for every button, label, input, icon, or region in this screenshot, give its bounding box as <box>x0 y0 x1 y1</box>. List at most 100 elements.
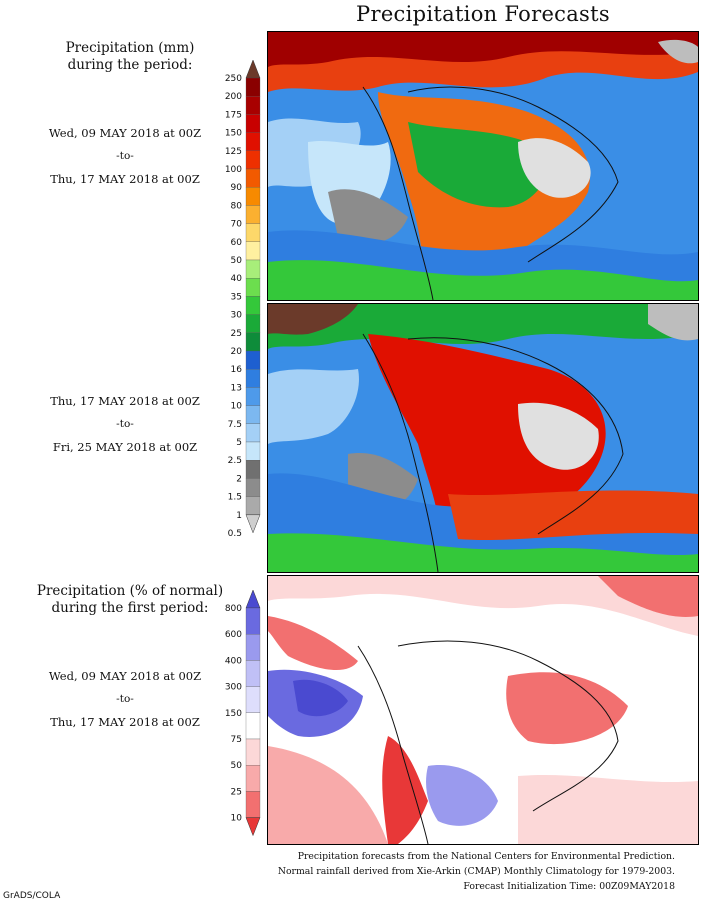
precip-colorbar-swatch <box>245 350 261 370</box>
percent-normal-heading-line1: Precipitation (% of normal) <box>36 583 224 599</box>
precip-colorbar-swatch <box>245 205 261 224</box>
precip-colorbar-tick-label: 125 <box>225 147 242 157</box>
percent-colorbar-tick-label: 800 <box>225 604 242 614</box>
percent-colorbar-swatch <box>245 712 261 740</box>
precip-colorbar-tick-label: 100 <box>225 165 242 175</box>
precip-colorbar-tick-label: 35 <box>231 292 242 302</box>
precip-colorbar-swatch <box>245 223 261 242</box>
period1-end: Thu, 17 MAY 2018 at 00Z <box>50 172 200 186</box>
precip-colorbar-tick-label: 200 <box>225 92 242 102</box>
period3-start: Wed, 09 MAY 2018 at 00Z <box>48 669 202 683</box>
precip-colorbar-tick-label: 40 <box>231 274 243 284</box>
precip-colorbar-tick-label: 5 <box>236 438 242 448</box>
precip-colorbar-swatch <box>245 496 261 515</box>
precip-colorbar-swatch <box>245 96 261 115</box>
precip-colorbar-arrow-top <box>245 59 261 79</box>
precip-colorbar-swatch <box>245 423 261 443</box>
percent-colorbar-tick-label: 150 <box>225 709 242 719</box>
period1-start: Wed, 09 MAY 2018 at 00Z <box>48 126 202 140</box>
period2-to: -to- <box>116 418 134 430</box>
precip-colorbar-tick-label: 70 <box>231 220 243 230</box>
precip-colorbar-tick-label: 90 <box>231 183 243 193</box>
precip-mm-heading: Precipitation (mm) during the period: <box>20 40 240 74</box>
precip-map-period2 <box>268 304 698 572</box>
precip-colorbar-tick-label: 25 <box>231 329 242 339</box>
precip-colorbar-swatch <box>245 460 261 479</box>
precip-colorbar-tick-label: 1 <box>236 511 242 521</box>
precip-colorbar-tick-label: 30 <box>231 311 243 321</box>
percent-colorbar-swatch <box>245 686 261 713</box>
percent-colorbar-swatch <box>245 634 261 661</box>
percent-normal-heading: Precipitation (% of normal) during the f… <box>20 583 240 617</box>
percent-colorbar-tick-label: 400 <box>225 656 242 666</box>
precip-colorbar-tick-label: 1.5 <box>228 493 242 503</box>
map-panel-percent <box>267 575 699 845</box>
precip-colorbar-tick-label: 60 <box>231 238 243 248</box>
percent-colorbar-swatch <box>245 738 261 766</box>
map-panel-period2 <box>267 303 699 573</box>
precip-colorbar-swatch <box>245 387 261 406</box>
precip-colorbar-tick-label: 150 <box>225 129 242 139</box>
precip-colorbar-tick-label: 16 <box>231 365 243 375</box>
precip-colorbar-swatch <box>245 314 261 333</box>
percent-colorbar-arrow-bottom <box>245 817 261 837</box>
precip-colorbar-swatch <box>245 278 261 297</box>
precip-colorbar-swatch <box>245 77 261 97</box>
precip-colorbar-tick-label: 50 <box>231 256 243 266</box>
precip-colorbar-tick-label: 10 <box>231 402 243 412</box>
percent-colorbar-swatch <box>245 607 261 635</box>
footer-notes: Precipitation forecasts from the Nationa… <box>235 849 675 894</box>
precip-colorbar-swatch <box>245 478 261 497</box>
precip-mm-heading-line2: during the period: <box>67 57 193 73</box>
percent-colorbar-tick-label: 25 <box>231 787 242 797</box>
percent-colorbar-swatch <box>245 660 261 687</box>
percent-colorbar-arrow-top <box>245 589 261 609</box>
map-panel-period1 <box>267 31 699 301</box>
period1-to: -to- <box>116 150 134 162</box>
precip-colorbar-tick-label: 175 <box>225 110 242 120</box>
percent-colorbar-tick-label: 300 <box>225 683 242 693</box>
percent-colorbar-tick-label: 75 <box>231 735 242 745</box>
precip-colorbar-swatch <box>245 241 261 261</box>
percent-colorbar-graphic: 800600400300150755025105 <box>225 589 261 850</box>
percent-colorbar-tick-label: 600 <box>225 630 242 640</box>
footer-line3: Forecast Initialization Time: 00Z09MAY20… <box>463 881 675 892</box>
precip-colorbar-swatch <box>245 168 261 188</box>
precip-colorbar-swatch <box>245 132 261 151</box>
percent-colorbar: 800600400300150755025105 <box>210 588 270 850</box>
period2-end: Fri, 25 MAY 2018 at 00Z <box>52 440 198 454</box>
percent-normal-map <box>268 576 698 844</box>
period1-dates: Wed, 09 MAY 2018 at 00Z -to- Thu, 17 MAY… <box>30 126 220 186</box>
precip-colorbar-tick-label: 0.5 <box>228 529 242 539</box>
percent-colorbar-swatch <box>245 765 261 792</box>
period2-dates: Thu, 17 MAY 2018 at 00Z -to- Fri, 25 MAY… <box>30 394 220 454</box>
precip-colorbar-tick-label: 2.5 <box>228 456 242 466</box>
page-title: Precipitation Forecasts <box>356 2 610 26</box>
precip-colorbar-tick-label: 80 <box>231 201 243 211</box>
percent-colorbar-swatch <box>245 791 261 818</box>
precip-colorbar-swatch <box>245 259 261 279</box>
period3-dates: Wed, 09 MAY 2018 at 00Z -to- Thu, 17 MAY… <box>30 669 220 729</box>
footer-line1: Precipitation forecasts from the Nationa… <box>297 851 675 862</box>
precip-colorbar-swatch <box>245 114 261 133</box>
precip-colorbar-tick-label: 13 <box>231 383 242 393</box>
precip-colorbar-arrow-bottom <box>245 514 261 534</box>
period3-to: -to- <box>116 693 134 705</box>
precip-colorbar-tick-label: 2 <box>236 474 242 484</box>
precip-colorbar-tick-label: 7.5 <box>228 420 242 430</box>
precip-colorbar-swatch <box>245 187 261 206</box>
precip-colorbar-swatch <box>245 150 261 170</box>
percent-normal-heading-line2: during the first period: <box>51 600 209 616</box>
precip-colorbar-swatch <box>245 369 261 388</box>
precip-colorbar-swatch <box>245 441 261 461</box>
period2-start: Thu, 17 MAY 2018 at 00Z <box>50 394 200 408</box>
period3-end: Thu, 17 MAY 2018 at 00Z <box>50 715 200 729</box>
precip-colorbar-swatch <box>245 296 261 315</box>
precip-colorbar-swatch <box>245 332 261 352</box>
precip-colorbar: 250 200 175 150 125 100 90 80 70 60 50 40 35 30 25 20 16… <box>210 58 270 550</box>
footer-line2: Normal rainfall derived from Xie-Arkin (… <box>277 866 675 877</box>
percent-colorbar-tick-label: 10 <box>231 814 243 824</box>
precip-colorbar-tick-label: 20 <box>231 347 243 357</box>
percent-colorbar-tick-label: 50 <box>231 761 243 771</box>
precip-colorbar-tick-label: 250 <box>225 74 242 84</box>
